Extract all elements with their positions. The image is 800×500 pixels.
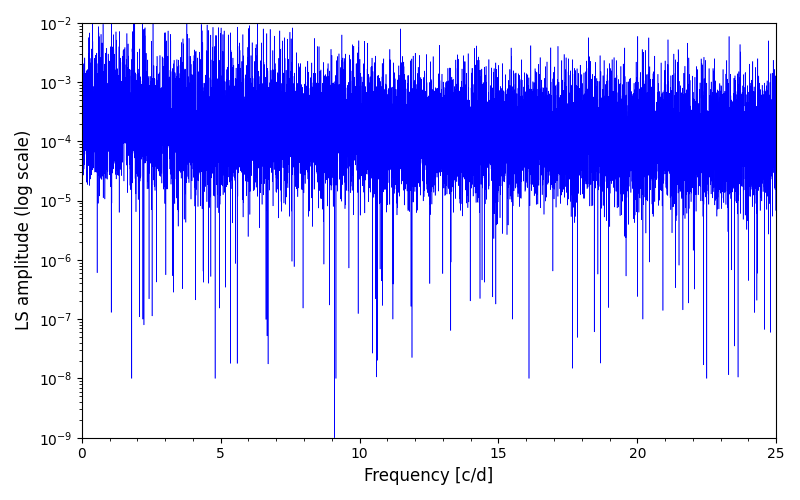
Y-axis label: LS amplitude (log scale): LS amplitude (log scale) bbox=[15, 130, 33, 330]
X-axis label: Frequency [c/d]: Frequency [c/d] bbox=[364, 467, 494, 485]
